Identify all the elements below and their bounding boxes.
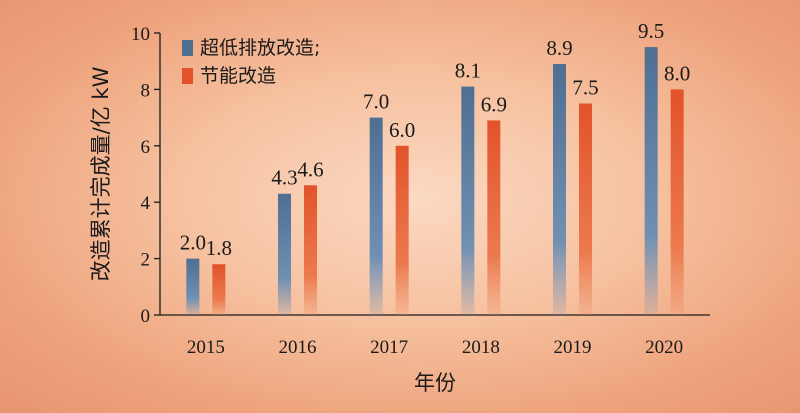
data-label: 8.0 [664, 61, 690, 85]
data-label: 9.5 [638, 19, 664, 43]
x-tick-label: 2020 [645, 337, 683, 358]
legend-swatch-series-1 [182, 40, 193, 56]
bar-series-1 [278, 193, 291, 315]
legend-swatch-series-2 [182, 68, 193, 84]
x-tick-label: 2017 [370, 337, 408, 358]
data-label: 6.9 [481, 92, 507, 116]
data-label: 4.6 [297, 157, 323, 181]
y-tick-label: 0 [141, 306, 151, 327]
y-tick-label: 4 [141, 193, 151, 214]
bars [186, 47, 684, 316]
x-tick-label: 2016 [279, 337, 317, 358]
x-tick-label: 2018 [462, 337, 500, 358]
data-label: 6.0 [389, 118, 415, 142]
x-axis-title: 年份 [414, 371, 456, 395]
data-label: 8.1 [455, 59, 481, 83]
data-label: 2.0 [180, 231, 206, 255]
data-label: 4.3 [271, 166, 297, 190]
bar-series-2 [304, 185, 317, 315]
bar-series-1 [461, 86, 475, 315]
data-label: 7.0 [363, 90, 389, 114]
bar-series-2 [579, 103, 592, 315]
x-tick-label: 2019 [554, 337, 592, 358]
x-ticks: 2015 2016 2017 2018 2019 2020 [187, 337, 683, 358]
y-tick-label: 6 [141, 137, 151, 158]
y-ticks: 0 2 4 6 8 10 [131, 24, 160, 327]
y-axis-title: 改造累计完成量/亿 kW [89, 66, 113, 281]
y-tick-label: 10 [131, 24, 150, 45]
x-tick-label: 2015 [187, 337, 225, 358]
legend-label-series-1: 超低排放改造; [200, 37, 320, 59]
bar-series-2 [670, 89, 684, 316]
data-label: 8.9 [546, 36, 572, 60]
bar-series-1 [553, 64, 566, 316]
legend-label-series-2: 节能改造 [200, 65, 276, 87]
bar-series-2 [487, 120, 501, 315]
y-tick-label: 2 [141, 250, 151, 271]
bar-series-1 [369, 117, 383, 315]
y-tick-label: 8 [141, 80, 151, 101]
data-label: 7.5 [572, 76, 598, 100]
bar-series-1 [186, 258, 200, 315]
bar-series-2 [212, 264, 226, 315]
data-label: 1.8 [206, 236, 232, 260]
legend: 超低排放改造; 节能改造 [182, 37, 320, 87]
bar-series-1 [644, 47, 658, 315]
data-labels: 2.0 1.8 4.3 4.6 7.06.0 8.16.9 8.97.5 9.58.0 [180, 19, 691, 260]
bar-series-2 [395, 145, 409, 315]
